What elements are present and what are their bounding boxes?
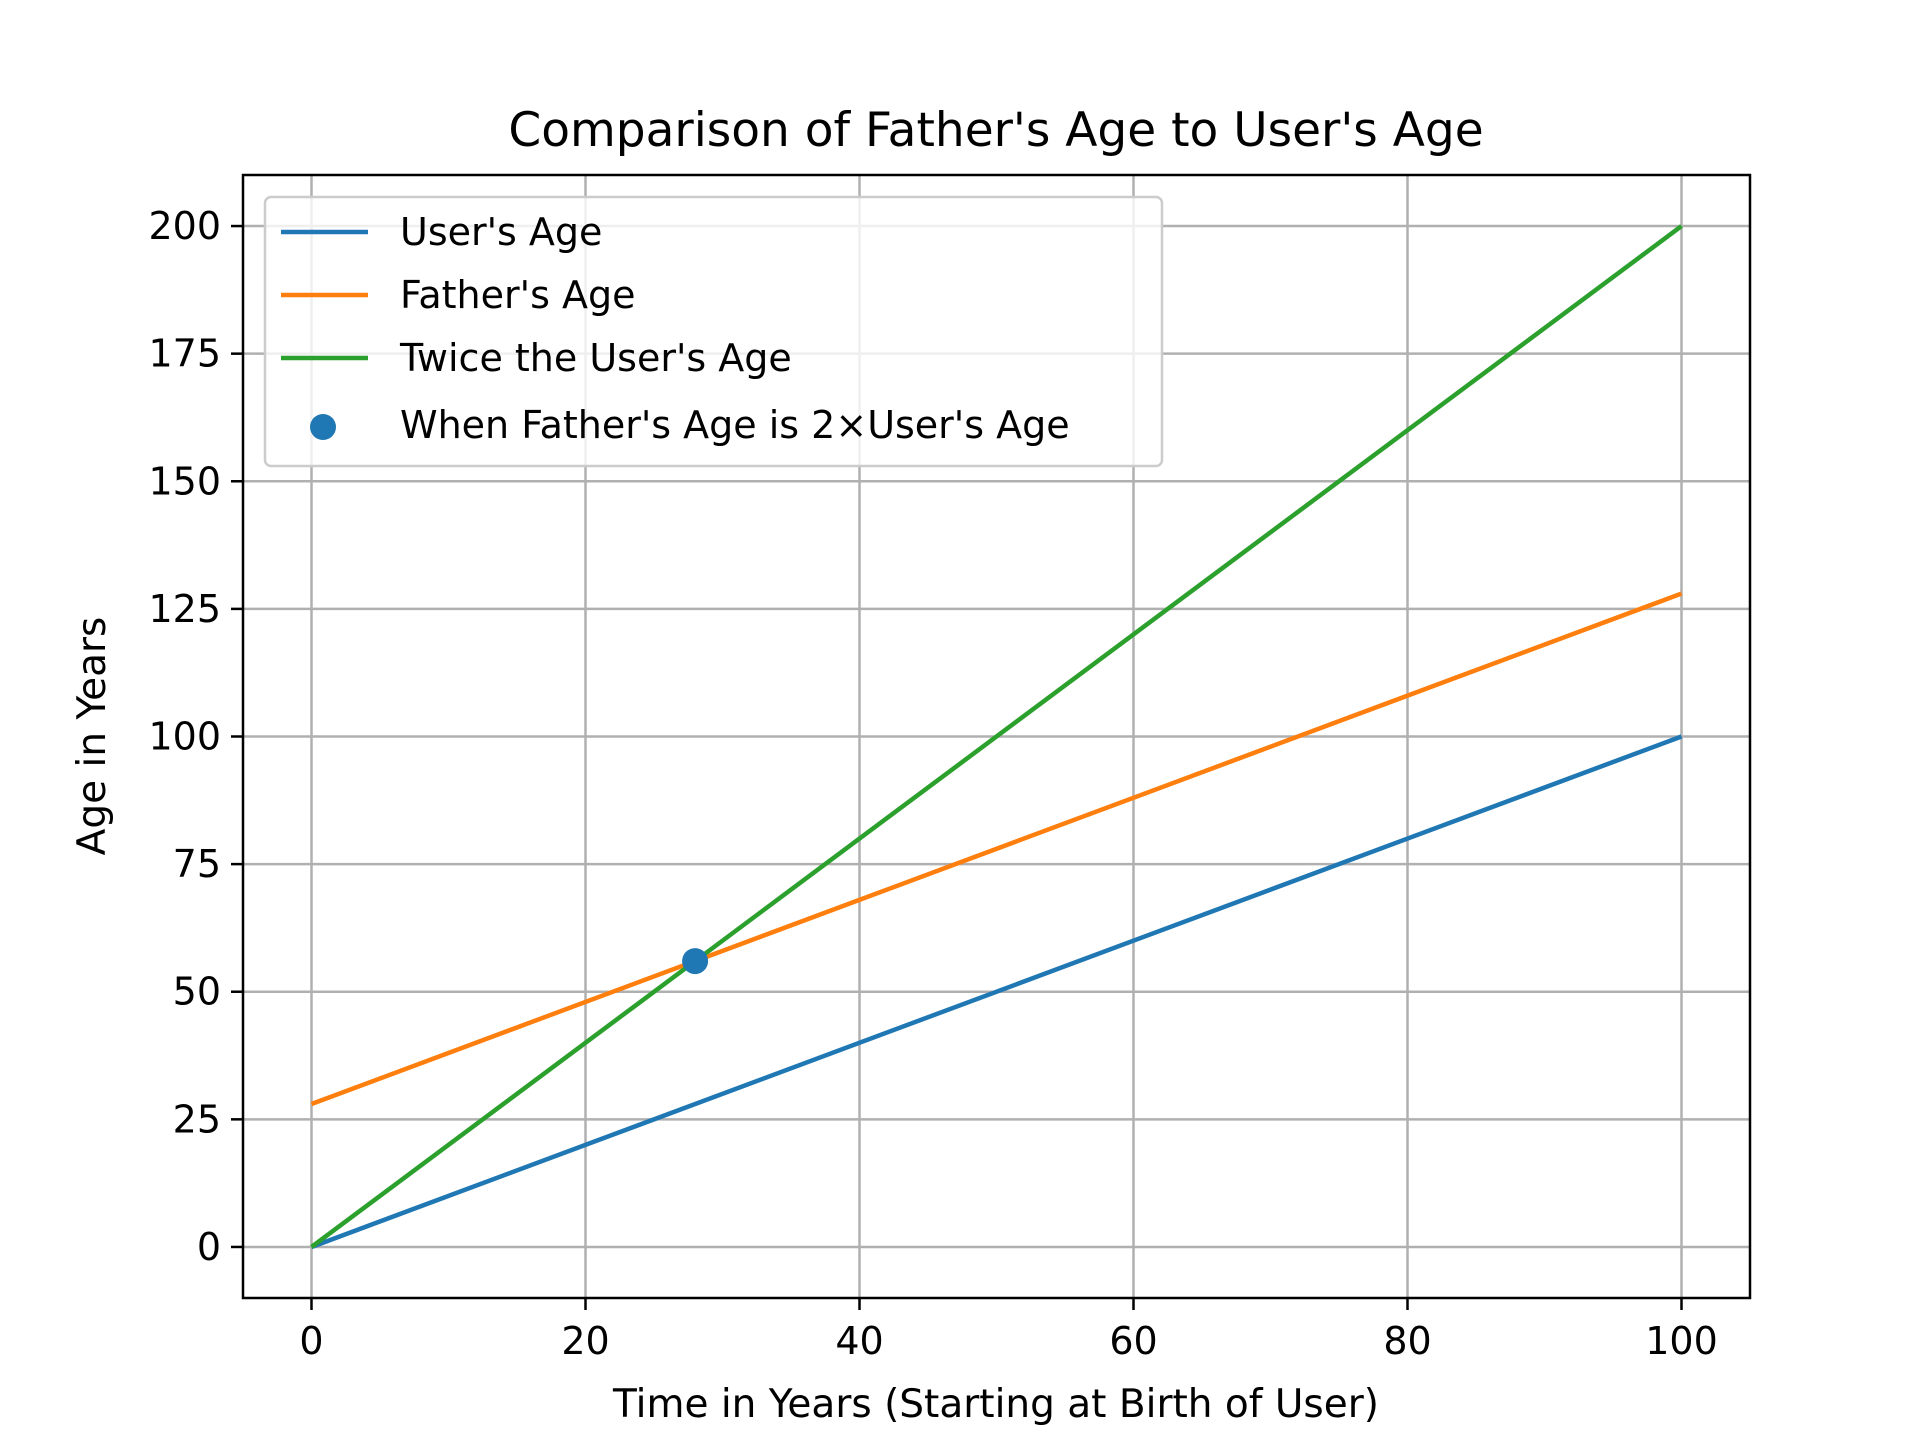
x-tick-label: 40 [835,1319,883,1363]
legend: User's Age Father's Age Twice the User's A… [263,195,1164,468]
y-tick-label: 100 [148,715,221,759]
y-tick-label: 50 [173,970,221,1014]
x-tick-label: 0 [299,1319,323,1363]
y-tick-label: 75 [173,842,221,886]
x-tick-label: 60 [1109,1319,1157,1363]
x-tick-label: 80 [1383,1319,1431,1363]
axis-ticks: 0 20 40 60 80 100 0 25 50 75 100 125 150 175 200 [148,204,1717,1363]
y-tick-label: 200 [148,204,221,248]
y-tick-label: 150 [148,459,221,503]
legend-swatch-dot [310,414,336,440]
legend-label: Twice the User's Age [399,336,792,380]
y-tick-label: 0 [197,1225,221,1269]
series-lines [310,224,1683,1250]
x-tick-label: 20 [561,1319,609,1363]
series-line-0 [310,734,1683,1250]
x-axis-label: Time in Years (Starting at Birth of User… [612,1382,1379,1427]
legend-label: When Father's Age is 2×User's Age [400,403,1070,447]
intersection-point [682,948,709,975]
legend-box [263,195,1164,468]
legend-label: User's Age [400,210,602,254]
marker-points [682,948,709,975]
y-tick-label: 25 [173,1097,221,1141]
y-tick-label: 175 [148,332,221,376]
y-axis-label: Age in Years [70,617,115,856]
y-tick-label: 125 [148,587,221,631]
chart-title: Comparison of Father's Age to User's Age [508,103,1483,158]
series-line-1 [310,591,1683,1107]
x-tick-label: 100 [1645,1319,1718,1363]
series-line-2 [310,224,1683,1249]
legend-label: Father's Age [400,273,635,317]
